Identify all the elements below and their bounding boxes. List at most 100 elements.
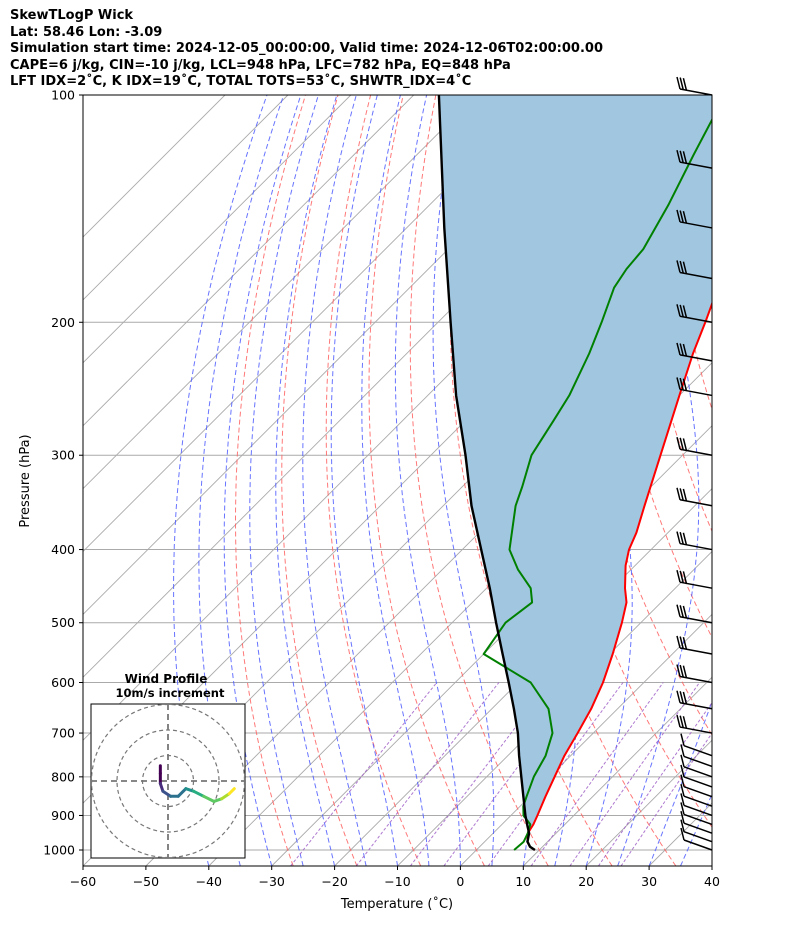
wind-barb-staff [679, 271, 713, 280]
moist-adiabat [173, 95, 268, 866]
moist-adiabat [394, 95, 461, 866]
station-title: SkewTLogP Wick [10, 8, 134, 23]
parcel-line [437, 95, 536, 851]
wind-barb-staff [679, 647, 713, 655]
wind-barb-flag [679, 343, 684, 356]
isotherm-line [271, 425, 712, 866]
x-axis-label: Temperature (˚C) [340, 896, 453, 912]
wind-barb-flag [680, 774, 685, 787]
wind-barb [676, 304, 713, 324]
wind-barb-staff [679, 221, 713, 229]
station-coordinates: Lat: 58.46 Lon: -3.09 [10, 24, 163, 40]
wind-barb-staff [679, 499, 713, 507]
wind-barb [676, 487, 713, 507]
y-axis-label: Pressure (hPa) [18, 434, 33, 527]
mixing-ratio-line [355, 682, 500, 866]
x-tick-label: 30 [641, 874, 657, 889]
isotherm-line [522, 676, 712, 866]
wind-barb-staff [683, 744, 713, 757]
y-tick-label: 500 [51, 615, 75, 630]
wind-barb-flag [680, 744, 685, 757]
chart-header: SkewTLogP Wick Lat: 58.46 Lon: -3.09 Sim… [10, 8, 603, 91]
isotherm-line [711, 865, 712, 866]
wind-barb-staff [683, 786, 713, 798]
wind-barb-flag [676, 76, 681, 90]
wind-barb-staff [679, 726, 713, 734]
wind-barb-staff [683, 795, 713, 807]
wind-barb-flag [680, 793, 685, 806]
wind-barb-staff [679, 388, 713, 397]
wind-barb [676, 690, 713, 710]
x-tick-label: −30 [259, 874, 285, 889]
wind-barb-staff [683, 839, 713, 851]
y-tick-label: 900 [51, 808, 75, 823]
wind-barb [680, 764, 713, 788]
simulation-times: Simulation start time: 2024-12-05_00:00:… [10, 41, 603, 57]
wind-barb-flag [676, 531, 681, 544]
moist-adiabat [744, 95, 794, 866]
wind-barb-flag [680, 802, 685, 815]
isotherm-line [775, 95, 794, 866]
moist-adiabat [223, 95, 302, 866]
wind-barb-flag [682, 716, 688, 729]
wind-barb [680, 819, 713, 843]
wind-barb-staff [683, 776, 713, 788]
wind-barb [676, 260, 713, 280]
wind-barb [676, 437, 713, 456]
wind-barb-flag [679, 260, 684, 274]
wind-barb [676, 664, 713, 684]
y-tick-label: 600 [51, 675, 75, 690]
isotherm-line [460, 613, 712, 866]
wind-barb [676, 377, 713, 397]
moist-adiabat [711, 864, 712, 866]
stability-indices-1: CAPE=6 j/kg, CIN=-10 j/kg, LCL=948 hPa, … [10, 57, 511, 73]
moist-adiabat [432, 95, 495, 866]
y-tick-label: 300 [51, 448, 75, 463]
y-tick-label: 400 [51, 542, 75, 557]
wind-barb-staff [679, 702, 713, 710]
wind-barb-flag [679, 437, 684, 451]
wind-barb-staff [683, 804, 713, 817]
wind-barb-flag [680, 827, 685, 841]
wind-barb-flag [679, 150, 684, 163]
wind-barb-flag [682, 210, 688, 224]
wind-barb-flag [676, 260, 681, 273]
dry-adiabat [729, 95, 794, 866]
isotherm-line [83, 95, 289, 301]
wind-barb-flag [682, 78, 688, 91]
wind-barb [676, 209, 713, 229]
wind-barb-flag [676, 690, 681, 703]
wind-barb-flag [679, 304, 684, 318]
wind-barb-flag [679, 488, 684, 501]
moist-adiabat [198, 95, 285, 866]
wind-barb-flag [682, 378, 688, 391]
wind-barb-flag [679, 570, 684, 583]
wind-barb-flag [680, 733, 685, 746]
wind-barb [680, 827, 713, 851]
wind-barb-flag [682, 636, 688, 650]
mixing-ratio-line [290, 682, 438, 866]
cape-area [438, 95, 712, 850]
wind-barb [680, 802, 713, 826]
x-tick-label: 0 [456, 874, 464, 889]
wind-barb-staff [679, 315, 713, 324]
wind-barb-flag [682, 151, 688, 164]
wind-barb-flag [676, 635, 681, 649]
wind-barb [676, 342, 713, 362]
y-tick-label: 200 [51, 315, 75, 330]
wind-barb-flag [676, 209, 681, 223]
wind-barb-flag [682, 532, 688, 545]
wind-barb-flag [676, 149, 681, 163]
wind-barb [676, 635, 713, 655]
wind-barb-staff [679, 448, 713, 456]
wind-barb [680, 754, 713, 778]
wind-barb-flag [682, 571, 688, 584]
wind-barb-staff [679, 161, 713, 169]
isotherm-line [83, 95, 477, 490]
wind-barb-flag [679, 210, 684, 223]
wind-barb-staff [679, 675, 713, 684]
y-tick-label: 100 [51, 88, 75, 103]
moist-adiabat [648, 699, 712, 866]
x-tick-label: −50 [133, 874, 159, 889]
